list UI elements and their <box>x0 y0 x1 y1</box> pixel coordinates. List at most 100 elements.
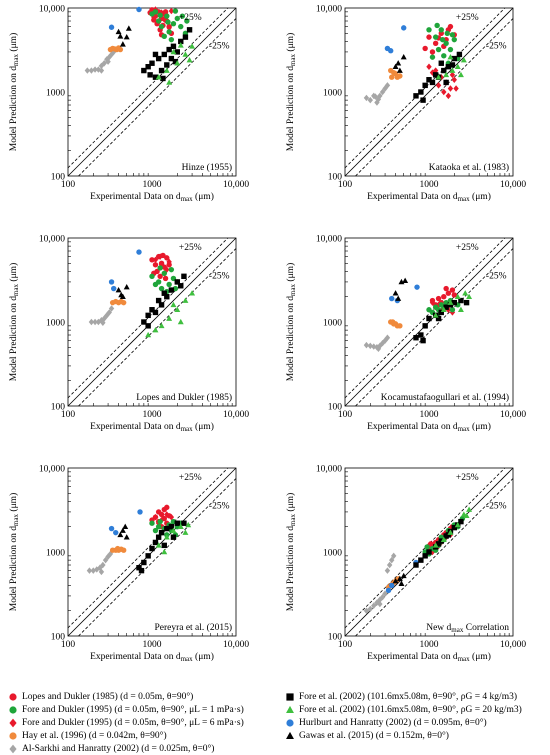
data-point <box>413 562 419 568</box>
data-point <box>157 518 163 525</box>
data-point <box>172 285 179 292</box>
legend-label: Fore and Dukler (1995) (d = 0.05m, θ=90°… <box>22 704 244 715</box>
data-point <box>439 36 446 43</box>
data-point <box>161 51 167 58</box>
x-tick-label: 100 <box>338 640 353 650</box>
y-axis-label: Model Prediction on dmax (μm) <box>8 263 20 381</box>
data-points <box>86 504 192 576</box>
y-tick-label: 1000 <box>46 549 65 559</box>
legend-marker-shape <box>286 731 294 739</box>
data-point <box>174 15 180 22</box>
parity-line <box>67 7 237 177</box>
data-point <box>152 51 159 58</box>
data-point <box>447 54 454 60</box>
data-point <box>162 9 169 15</box>
data-points <box>88 249 196 338</box>
chart-panel: 100 1000 10,000 100 1000 10,000 +25% -25% Kocamu… <box>285 235 526 434</box>
data-point <box>152 539 159 546</box>
data-point <box>123 534 130 540</box>
data-points <box>363 277 473 353</box>
data-point <box>426 549 432 555</box>
x-tick-label: 10,000 <box>223 180 249 190</box>
annotation-plus-25: +25% <box>179 243 202 253</box>
data-point <box>426 27 432 33</box>
data-point <box>168 524 175 530</box>
legend-marker-shape <box>286 692 294 701</box>
data-point <box>158 260 165 266</box>
legend-marker <box>9 718 17 727</box>
legend-marker <box>286 705 294 713</box>
data-point <box>161 33 167 40</box>
data-point <box>447 529 454 535</box>
data-point <box>451 55 457 62</box>
data-point <box>447 85 454 92</box>
data-point <box>426 315 432 322</box>
data-point <box>426 34 432 40</box>
data-point <box>164 504 170 511</box>
data-point <box>160 75 166 82</box>
data-point <box>389 582 395 589</box>
data-point <box>114 545 121 552</box>
data-point <box>441 67 447 74</box>
data-point <box>402 277 409 284</box>
data-point <box>155 74 162 80</box>
data-point <box>397 73 403 79</box>
x-tick-label: 100 <box>61 180 76 190</box>
x-tick-label: 1000 <box>420 180 439 190</box>
data-point <box>379 593 386 601</box>
data-point <box>182 51 189 57</box>
data-point <box>451 524 457 531</box>
x-tick-label: 100 <box>61 640 76 650</box>
data-point <box>449 62 456 68</box>
data-point <box>363 94 370 102</box>
x-tick-label: 100 <box>61 410 76 420</box>
minus-25-line <box>355 248 514 407</box>
data-point <box>92 318 98 326</box>
data-point <box>177 42 184 48</box>
data-point <box>158 322 165 329</box>
parity-line <box>67 467 237 637</box>
plus-25-line <box>67 237 229 399</box>
x-tick-label: 10,000 <box>223 640 249 650</box>
annotation-plus-25: +25% <box>456 13 479 23</box>
data-points <box>363 506 473 614</box>
data-point <box>396 67 403 73</box>
data-point <box>166 29 172 35</box>
data-point <box>375 345 382 353</box>
data-point <box>163 534 170 540</box>
data-point <box>389 74 395 80</box>
data-point <box>123 284 130 290</box>
legend-marker-shape <box>9 705 17 714</box>
data-point <box>166 315 173 321</box>
plus-25-line <box>344 467 506 629</box>
data-point <box>174 60 181 66</box>
data-point <box>158 529 165 536</box>
y-tick-label: 100 <box>328 403 343 413</box>
data-point <box>123 34 130 40</box>
panel-title: Pereyra et al. (2015) <box>154 622 232 633</box>
data-point <box>182 297 189 303</box>
data-point <box>120 547 127 553</box>
data-point <box>386 561 393 569</box>
data-point <box>396 575 403 582</box>
data-point <box>418 557 424 563</box>
data-point <box>420 337 426 344</box>
plot-frame <box>344 237 514 407</box>
data-point <box>166 23 172 30</box>
data-point <box>174 279 180 285</box>
data-point <box>395 60 402 66</box>
data-point <box>449 32 456 38</box>
data-point <box>170 534 177 540</box>
plus-25-line <box>67 467 229 629</box>
plot-frame <box>344 7 514 177</box>
data-point <box>152 262 159 268</box>
data-point <box>438 538 444 544</box>
data-point <box>86 567 93 574</box>
annotation-plus-25: +25% <box>456 473 479 483</box>
data-point <box>454 293 461 300</box>
data-point <box>367 605 373 613</box>
data-point <box>149 307 155 313</box>
data-point <box>401 25 407 31</box>
data-point <box>155 509 162 515</box>
x-tick-label: 10,000 <box>500 640 526 650</box>
